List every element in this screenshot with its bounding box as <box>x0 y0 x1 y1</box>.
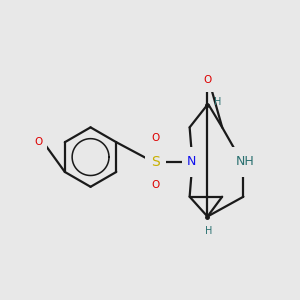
FancyBboxPatch shape <box>182 147 201 177</box>
FancyBboxPatch shape <box>31 129 47 154</box>
FancyBboxPatch shape <box>145 146 166 178</box>
FancyBboxPatch shape <box>200 68 215 92</box>
Text: N: N <box>187 155 196 168</box>
Text: H: H <box>214 98 221 107</box>
Text: S: S <box>151 155 160 169</box>
FancyBboxPatch shape <box>148 126 164 150</box>
Text: O: O <box>203 75 211 85</box>
Text: O: O <box>152 180 160 190</box>
Text: O: O <box>34 136 43 146</box>
Text: H: H <box>205 226 213 236</box>
FancyBboxPatch shape <box>226 147 264 177</box>
Text: O: O <box>152 133 160 143</box>
FancyBboxPatch shape <box>148 173 164 198</box>
Text: NH: NH <box>236 155 254 168</box>
